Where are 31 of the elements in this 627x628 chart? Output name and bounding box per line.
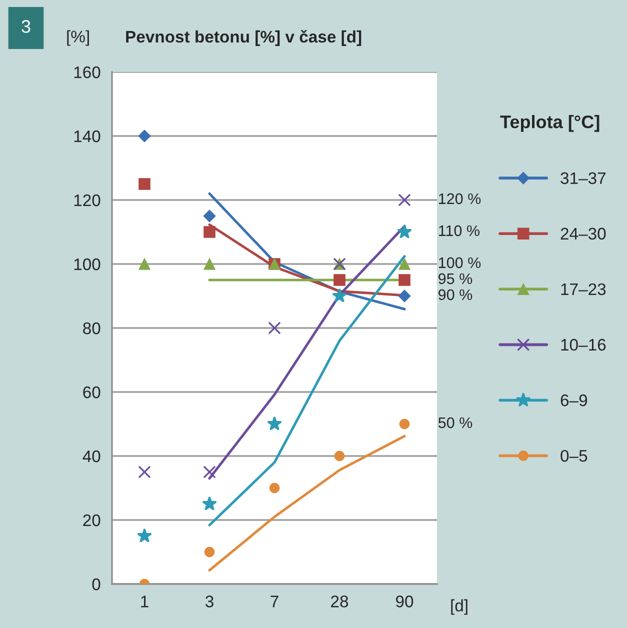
x-tick-label: 28 bbox=[331, 596, 348, 608]
x-tick-label: 90 bbox=[396, 596, 414, 608]
y-tick-label: 40 bbox=[82, 450, 100, 462]
y-tick-label: 20 bbox=[83, 514, 100, 526]
legend-title: Teplota [°C] bbox=[500, 115, 600, 132]
y-tick-label: 60 bbox=[83, 386, 100, 398]
x-tick-label: 7 bbox=[270, 596, 278, 608]
y-tick-label: 140 bbox=[74, 130, 100, 142]
y-tick-label: 100 bbox=[74, 258, 100, 270]
chart-title: Pevnost betonu [%] v čase [d] bbox=[126, 30, 362, 46]
annotation: 50 % bbox=[438, 417, 472, 428]
y-tick-label: 0 bbox=[92, 578, 100, 590]
annotation: 95 % bbox=[438, 273, 472, 284]
annotation: 90 % bbox=[438, 289, 472, 300]
text: 3 bbox=[22, 20, 30, 33]
y-axis-title: [%] bbox=[67, 30, 89, 46]
annotation: 120 % bbox=[439, 193, 481, 204]
x-tick-label: 1 bbox=[141, 596, 148, 608]
y-tick-label: 80 bbox=[83, 322, 100, 334]
legend-label: 0–5 bbox=[560, 450, 588, 462]
y-tick-label: 160 bbox=[74, 66, 100, 78]
annotation: 100 % bbox=[439, 257, 481, 268]
y-tick-label: 120 bbox=[74, 194, 100, 206]
legend-label: 10–16 bbox=[561, 338, 606, 351]
x-axis-title: [d] bbox=[451, 599, 468, 615]
annotation: 110 % bbox=[439, 225, 480, 236]
legend-label: 24–30 bbox=[560, 228, 606, 240]
x-tick-label: 3 bbox=[206, 596, 214, 608]
legend-label: 31–37 bbox=[560, 172, 606, 184]
legend-label: 17–23 bbox=[561, 283, 606, 296]
legend-label: 6–9 bbox=[560, 394, 588, 406]
